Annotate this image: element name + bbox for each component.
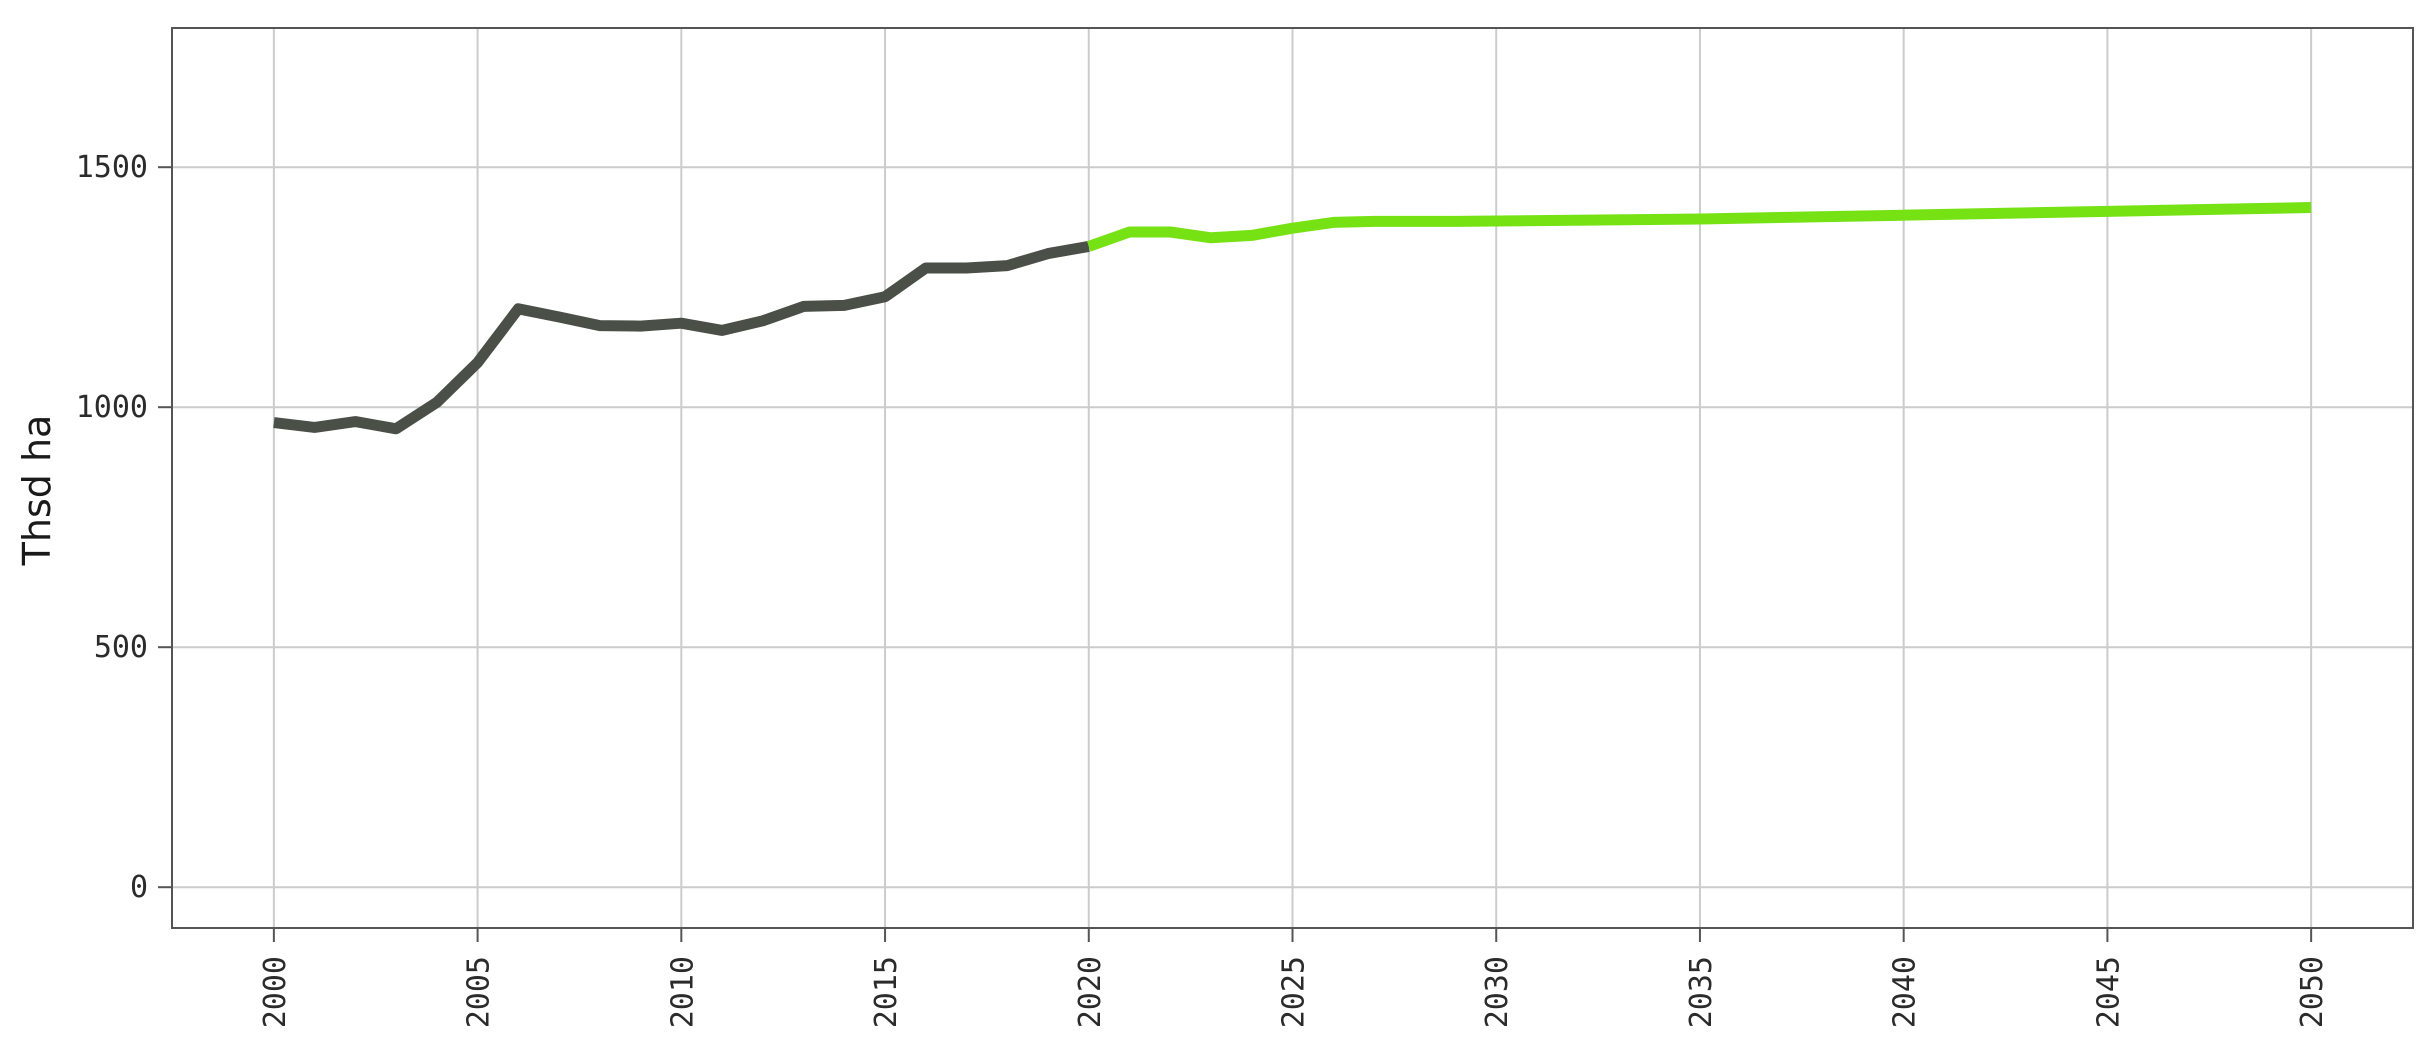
x-tick-label: 2045 (2091, 956, 2126, 1028)
x-tick-label: 2050 (2295, 956, 2330, 1028)
y-tick-label: 1500 (76, 150, 148, 185)
series-lines (273, 202, 2312, 435)
x-tick-label: 2035 (1684, 956, 1719, 1028)
x-axis: 2000 2005 2010 2015 2020 2025 2030 2035 2040 2045… (258, 928, 2330, 1028)
x-tick-label: 2020 (1073, 956, 1108, 1028)
y-axis: 0 500 1000 1500 (76, 150, 172, 905)
y-tick-label: 0 (130, 870, 148, 905)
y-tick-label: 1000 (76, 390, 148, 425)
gridlines (172, 28, 2413, 928)
x-tick-label: 2040 (1888, 956, 1923, 1028)
x-tick-label: 2015 (869, 956, 904, 1028)
x-tick-label: 2000 (258, 956, 293, 1028)
y-tick-label: 500 (94, 630, 148, 665)
series-line-2 (1086, 202, 2312, 252)
series-line-1 (273, 240, 1090, 435)
x-tick-label: 2010 (665, 956, 700, 1028)
y-axis-title: Thsd ha (15, 415, 59, 567)
x-tick-label: 2030 (1480, 956, 1515, 1028)
x-tick-label: 2005 (462, 956, 497, 1028)
x-tick-label: 2025 (1277, 956, 1312, 1028)
